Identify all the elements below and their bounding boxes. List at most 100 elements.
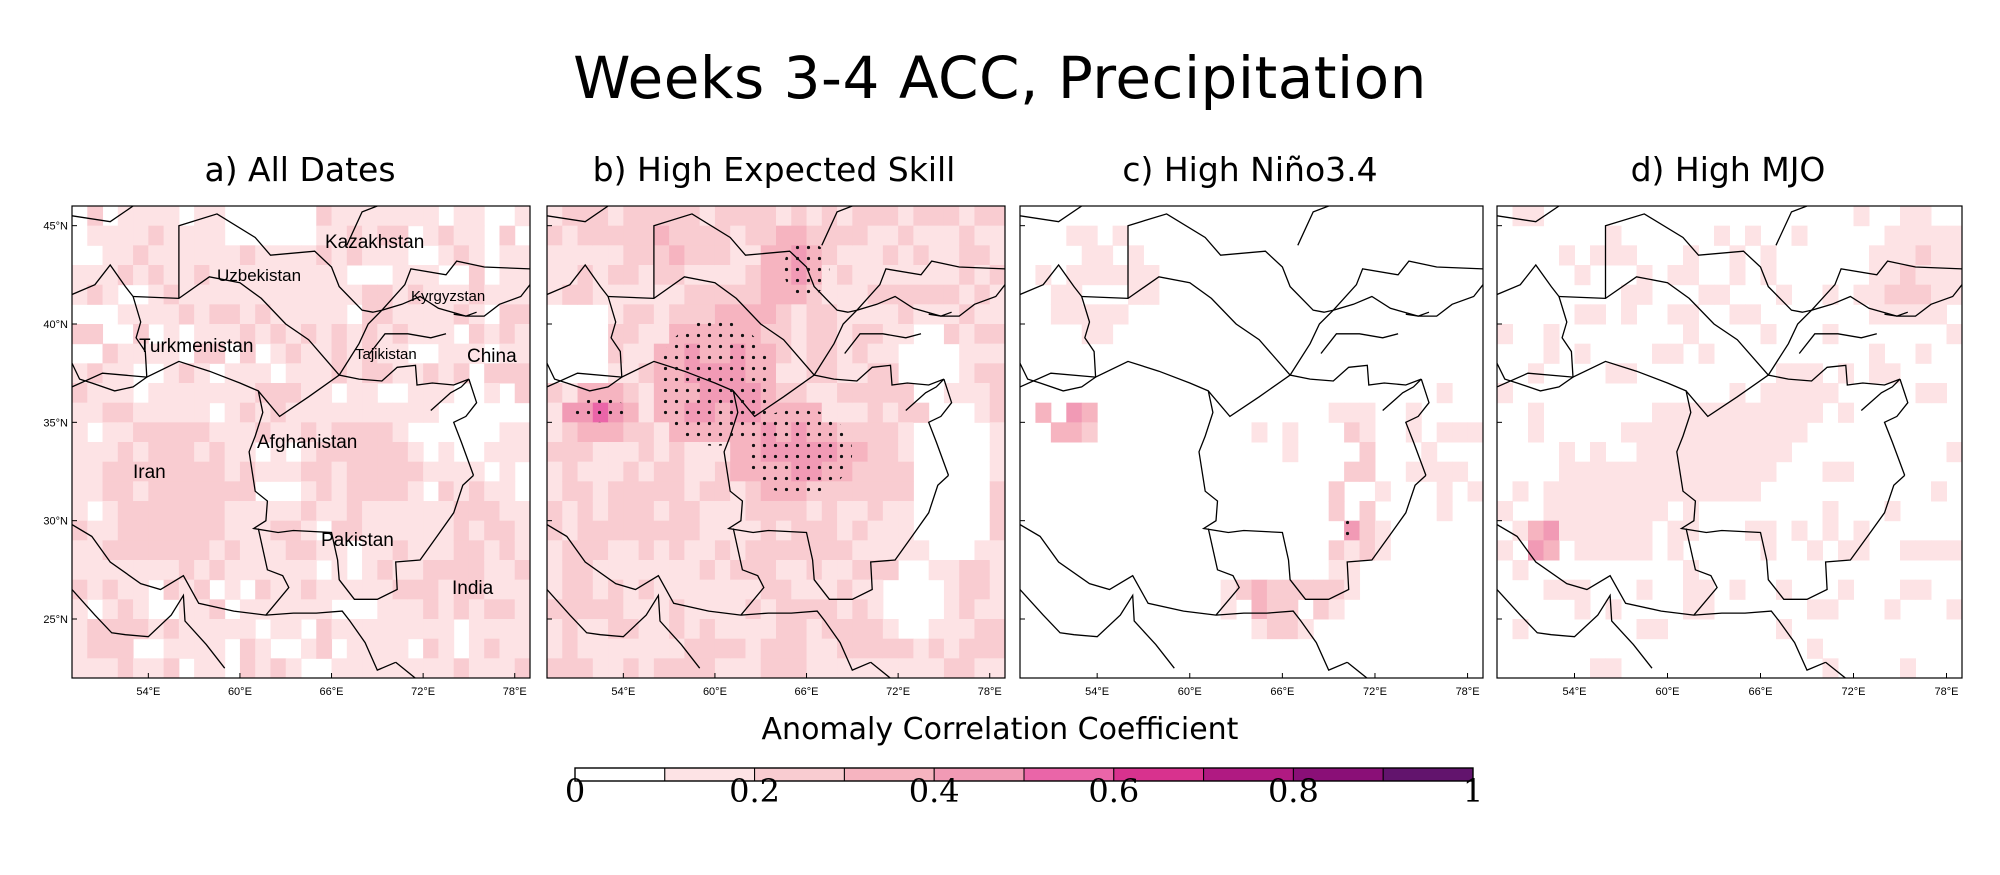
acc-cell <box>178 481 195 502</box>
border-line <box>813 284 1005 376</box>
acc-cell <box>669 225 685 246</box>
acc-cell <box>346 284 363 305</box>
acc-cell <box>1884 284 1901 305</box>
acc-cell <box>623 284 640 305</box>
acc-cell <box>898 383 914 404</box>
acc-cell <box>346 501 363 522</box>
acc-cell <box>1869 363 1885 384</box>
acc-cell <box>562 540 579 561</box>
acc-cell <box>730 245 746 266</box>
acc-cell <box>989 599 1006 620</box>
acc-cell <box>745 520 762 541</box>
acc-cell <box>316 284 333 305</box>
acc-cell <box>1915 284 1932 305</box>
acc-cell <box>653 225 670 246</box>
acc-cell <box>484 284 500 305</box>
acc-cell <box>407 206 424 227</box>
acc-cell <box>882 501 899 522</box>
acc-cell <box>638 284 655 305</box>
acc-cell <box>837 540 853 561</box>
acc-cell <box>1745 520 1761 541</box>
acc-cell <box>791 560 808 581</box>
acc-cell <box>346 520 363 541</box>
map-panel-d: 54°E 60°E 66°E 72°E 78°E <box>1496 205 1963 698</box>
acc-cell <box>87 265 104 286</box>
acc-cell <box>821 383 838 404</box>
acc-cell <box>194 658 210 679</box>
acc-cell <box>547 383 563 404</box>
acc-cell <box>194 265 210 286</box>
acc-cell <box>974 304 991 325</box>
acc-cell <box>592 481 609 502</box>
acc-cell <box>608 599 624 620</box>
acc-cell <box>163 461 180 482</box>
acc-cell <box>852 304 869 325</box>
acc-cell <box>87 225 104 246</box>
acc-grid <box>1035 225 1484 640</box>
acc-cell <box>882 324 899 345</box>
acc-cell <box>1543 324 1560 345</box>
acc-cell <box>438 383 455 404</box>
acc-cell <box>669 560 685 581</box>
acc-cell <box>760 245 777 266</box>
acc-cell <box>1667 442 1684 463</box>
acc-cell <box>852 225 869 246</box>
border-line <box>547 589 701 669</box>
acc-cell <box>87 638 104 659</box>
acc-cell <box>270 284 287 305</box>
acc-cell <box>346 383 363 404</box>
acc-cell <box>102 383 119 404</box>
acc-cell <box>346 402 363 423</box>
acc-cell <box>194 422 210 443</box>
acc-cell <box>1452 422 1469 443</box>
acc-cell <box>331 442 348 463</box>
acc-cell <box>331 225 348 246</box>
acc-cell <box>1266 579 1283 600</box>
acc-cell <box>592 638 609 659</box>
acc-cell <box>499 265 516 286</box>
acc-cell <box>1528 540 1544 561</box>
acc-cell <box>821 324 838 345</box>
acc-cell <box>392 284 409 305</box>
acc-cell <box>377 343 394 364</box>
acc-cell <box>821 206 838 227</box>
acc-cell <box>959 599 975 620</box>
acc-cell <box>608 422 624 443</box>
acc-cell <box>669 442 685 463</box>
acc-cell <box>438 225 455 246</box>
acc-cell <box>852 501 869 522</box>
acc-cell <box>239 324 256 345</box>
border-line <box>1020 589 1175 669</box>
acc-cell <box>224 481 241 502</box>
acc-cell <box>959 206 975 227</box>
acc-cell <box>1931 265 1947 286</box>
acc-cell <box>745 265 762 286</box>
x-tick-label: 66°E <box>1270 686 1294 698</box>
acc-cell <box>714 501 731 522</box>
acc-cell <box>1374 520 1391 541</box>
acc-cell <box>1097 245 1114 266</box>
acc-cell <box>1884 363 1901 384</box>
acc-cell <box>989 481 1006 502</box>
acc-cell <box>547 402 563 423</box>
acc-cell <box>72 383 88 404</box>
acc-cell <box>285 599 302 620</box>
acc-cell <box>577 619 594 640</box>
acc-cell <box>913 206 930 227</box>
label-iran: Iran <box>133 462 166 483</box>
acc-cell <box>623 402 640 423</box>
acc-cell <box>209 245 226 266</box>
acc-cell <box>1745 481 1761 502</box>
acc-cell <box>1838 461 1854 482</box>
acc-cell <box>699 599 716 620</box>
acc-cell <box>745 225 762 246</box>
acc-cell <box>669 461 685 482</box>
acc-cell <box>989 461 1006 482</box>
border-line <box>1775 206 1808 246</box>
acc-cell <box>1097 304 1114 325</box>
acc-cell <box>1112 265 1129 286</box>
acc-cell <box>209 422 226 443</box>
acc-cell <box>562 225 579 246</box>
acc-cell <box>745 599 762 620</box>
